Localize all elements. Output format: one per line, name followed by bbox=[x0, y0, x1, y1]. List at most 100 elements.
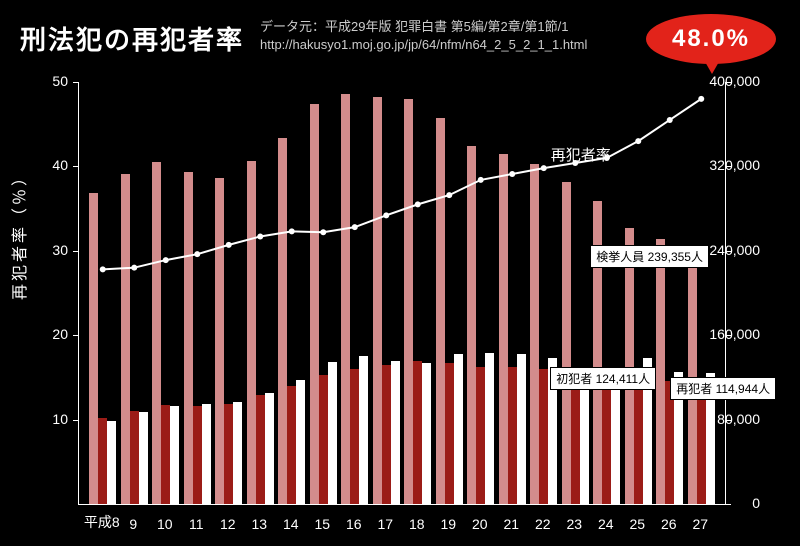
x-tick: 24 bbox=[598, 516, 614, 532]
bar-total bbox=[656, 239, 665, 504]
y-axis-right-label: 人数（人） bbox=[796, 350, 800, 445]
bar-total bbox=[562, 182, 571, 504]
annotation-first: 初犯者 124,411人 bbox=[550, 367, 656, 390]
bar-first bbox=[328, 362, 337, 504]
x-tick: 21 bbox=[503, 516, 519, 532]
x-tick: 23 bbox=[566, 516, 582, 532]
x-tick: 9 bbox=[129, 516, 137, 532]
annotation-repeat: 再犯者 114,944人 bbox=[670, 377, 776, 400]
x-tick: 13 bbox=[251, 516, 267, 532]
bar-repeat bbox=[508, 367, 517, 504]
bar-total bbox=[373, 97, 382, 504]
bar-first bbox=[422, 363, 431, 504]
bar-repeat bbox=[476, 367, 485, 504]
bar-repeat bbox=[193, 406, 202, 504]
y-right-tick: 80,000 bbox=[717, 411, 760, 427]
plot-area bbox=[78, 82, 726, 505]
tick-mark bbox=[73, 82, 79, 83]
bar-repeat bbox=[319, 375, 328, 504]
callout-badge: 48.0% bbox=[646, 14, 776, 64]
bar-total bbox=[89, 193, 98, 504]
tick-mark bbox=[73, 335, 79, 336]
y-left-tick: 20 bbox=[40, 326, 68, 342]
x-tick: 22 bbox=[535, 516, 551, 532]
data-source: データ元：平成29年版 犯罪白書 第5編/第2章/第1節/1 http://ha… bbox=[260, 18, 587, 54]
tick-mark bbox=[725, 504, 731, 505]
bar-total bbox=[404, 99, 413, 504]
x-tick: 16 bbox=[346, 516, 362, 532]
bar-total bbox=[184, 172, 193, 504]
bar-total bbox=[278, 138, 287, 504]
x-tick: 10 bbox=[157, 516, 173, 532]
bar-first bbox=[233, 402, 242, 504]
bar-repeat bbox=[697, 383, 706, 504]
bar-first bbox=[170, 406, 179, 504]
bar-first bbox=[107, 421, 116, 504]
bar-first bbox=[391, 361, 400, 504]
chart-title: 刑法犯の再犯者率 bbox=[20, 20, 244, 57]
x-tick: 20 bbox=[472, 516, 488, 532]
bar-repeat bbox=[256, 395, 265, 504]
bar-first bbox=[517, 354, 526, 504]
bar-first bbox=[454, 354, 463, 504]
bar-total bbox=[215, 178, 224, 504]
bar-total bbox=[310, 104, 319, 504]
bar-repeat bbox=[571, 374, 580, 504]
bar-total bbox=[121, 174, 130, 504]
y-left-tick: 50 bbox=[40, 73, 68, 89]
y-left-tick: 30 bbox=[40, 242, 68, 258]
bar-repeat bbox=[445, 363, 454, 504]
bar-total bbox=[499, 154, 508, 504]
bar-repeat bbox=[130, 411, 139, 504]
y-left-tick: 40 bbox=[40, 157, 68, 173]
y-right-tick: 320,000 bbox=[709, 157, 760, 173]
bar-total bbox=[152, 162, 161, 504]
bar-total bbox=[341, 94, 350, 504]
annotation-total: 検挙人員 239,355人 bbox=[590, 245, 709, 268]
bar-repeat bbox=[98, 418, 107, 505]
source-line-1: データ元：平成29年版 犯罪白書 第5編/第2章/第1節/1 bbox=[260, 18, 587, 36]
x-tick: 14 bbox=[283, 516, 299, 532]
bar-first bbox=[611, 371, 620, 504]
x-tick: 17 bbox=[377, 516, 393, 532]
bar-repeat bbox=[382, 365, 391, 504]
x-tick: 18 bbox=[409, 516, 425, 532]
bar-repeat bbox=[350, 369, 359, 504]
bar-total bbox=[247, 161, 256, 504]
bar-repeat bbox=[161, 405, 170, 504]
x-tick: 19 bbox=[440, 516, 456, 532]
bar-total bbox=[530, 164, 539, 504]
x-tick: 平成8 bbox=[84, 512, 120, 532]
source-line-2: http://hakusyo1.moj.go.jp/jp/64/nfm/n64_… bbox=[260, 36, 587, 54]
bar-first bbox=[359, 356, 368, 504]
bar-repeat bbox=[287, 386, 296, 504]
bar-first bbox=[139, 412, 148, 504]
bar-repeat bbox=[539, 369, 548, 504]
x-tick: 12 bbox=[220, 516, 236, 532]
tick-mark bbox=[73, 420, 79, 421]
y-right-tick: 400,000 bbox=[709, 73, 760, 89]
bar-repeat bbox=[224, 404, 233, 504]
bar-first bbox=[485, 353, 494, 504]
bar-repeat bbox=[602, 380, 611, 504]
x-tick: 11 bbox=[189, 516, 204, 532]
bar-repeat bbox=[413, 361, 422, 504]
y-right-tick: 0 bbox=[752, 495, 760, 511]
tick-mark bbox=[73, 251, 79, 252]
bar-first bbox=[265, 393, 274, 504]
bar-total bbox=[467, 146, 476, 504]
x-tick: 26 bbox=[661, 516, 677, 532]
y-axis-left-label: 再犯者率（％） bbox=[6, 167, 30, 300]
bar-first bbox=[296, 380, 305, 504]
x-tick: 27 bbox=[692, 516, 708, 532]
tick-mark bbox=[73, 166, 79, 167]
bar-first bbox=[202, 404, 211, 504]
bar-total bbox=[436, 118, 445, 504]
x-tick: 15 bbox=[314, 516, 330, 532]
y-left-tick: 10 bbox=[40, 411, 68, 427]
x-tick: 25 bbox=[629, 516, 645, 532]
y-right-tick: 240,000 bbox=[709, 242, 760, 258]
line-series-label: 再犯者率 bbox=[551, 144, 611, 165]
y-right-tick: 160,000 bbox=[709, 326, 760, 342]
bar-repeat bbox=[634, 383, 643, 504]
